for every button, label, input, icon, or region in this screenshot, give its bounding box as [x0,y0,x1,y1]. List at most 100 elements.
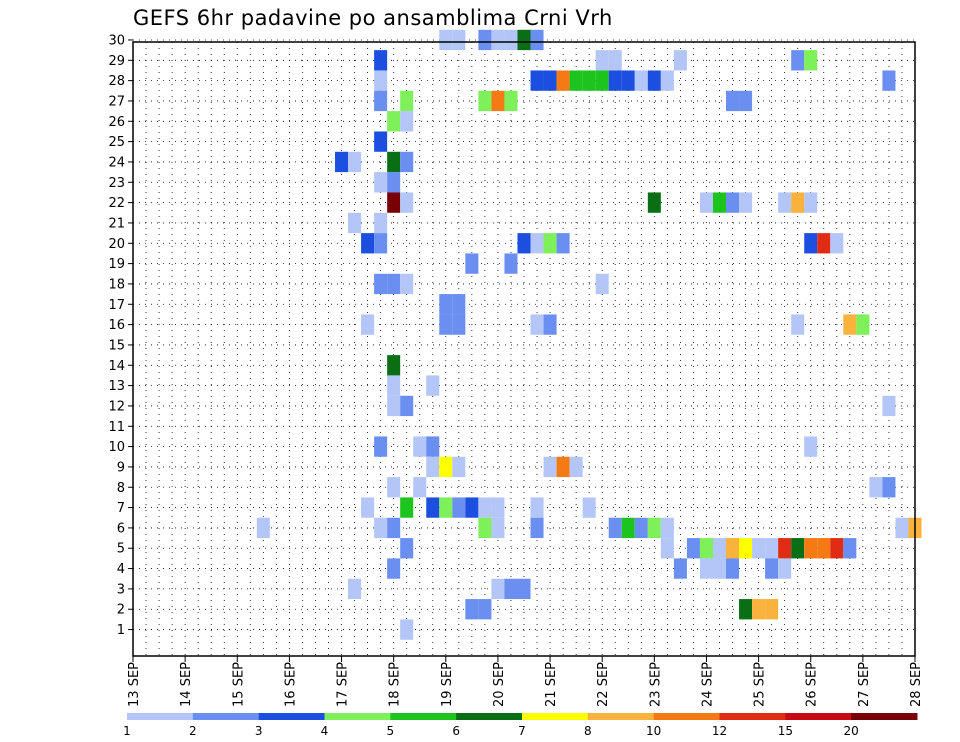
colorbar-label: 12 [712,724,727,738]
colorbar-swatch [785,713,852,720]
heatmap-cell [400,538,414,559]
heatmap-cell [699,538,713,559]
heatmap-cell [699,558,713,579]
heatmap-cell [739,599,753,620]
heatmap-cell [478,599,492,620]
y-tick-label: 14 [108,359,125,374]
heatmap-cell [543,456,557,478]
heatmap-cell [608,517,622,539]
y-tick-label: 18 [108,277,125,292]
heatmap-cell [387,111,401,132]
heatmap-cell [400,395,414,417]
heatmap-cell [726,90,740,112]
heatmap-cell [374,70,388,91]
heatmap-cell [426,456,440,478]
colorbar-label: 20 [844,724,859,738]
heatmap-cell [752,538,766,559]
heatmap-cell [699,192,713,213]
heatmap-cell [465,253,479,274]
heatmap-cell [830,233,844,254]
heatmap-cell [752,599,766,620]
x-tick-label: 16 SEP [283,662,298,707]
y-tick-label: 21 [108,216,125,231]
y-tick-label: 16 [108,318,125,333]
heatmap-cell [647,517,661,539]
heatmap-cell [465,599,479,620]
chart-title: GEFS 6hr padavine po ansamblima Crni Vrh [133,6,613,30]
heatmap-cell [504,578,518,600]
x-tick-label: 20 SEP [492,662,507,707]
heatmap-cell [439,294,453,315]
heatmap-cell [569,70,583,91]
y-tick-label: 8 [117,481,125,496]
colorbar-label: 4 [321,724,329,738]
heatmap-cell [491,497,505,518]
heatmap-cell [517,29,531,51]
x-tick-label: 24 SEP [700,662,715,707]
heatmap-cell [621,517,635,539]
colorbar-label: 5 [387,724,395,738]
heatmap-cell [439,314,453,335]
heatmap-cell [582,497,596,518]
heatmap-cell [348,578,362,600]
y-tick-label: 13 [108,379,125,394]
y-tick-label: 23 [108,176,125,191]
heatmap-cell [660,70,674,91]
colorbar-label: 7 [518,724,526,738]
heatmap-cell [712,538,727,559]
heatmap-cell [530,517,544,539]
colorbar-swatch [390,713,457,720]
heatmap-cell [452,456,466,478]
heatmap-cell [530,29,544,51]
heatmap-cell [374,131,388,152]
heatmap-cell [374,50,388,71]
heatmap-cell [400,151,414,173]
colorbar-swatch [324,713,391,720]
colorbar-label: 6 [452,724,460,738]
y-tick-label: 12 [108,399,125,414]
heatmap-cell [504,90,518,112]
heatmap-cell [882,70,896,91]
heatmap-cell [452,29,466,51]
heatmap-cell [608,70,622,91]
heatmap-cell [765,599,779,620]
heatmap-cell [608,50,622,71]
heatmap-cell [660,517,674,539]
x-tick-label: 14 SEP [179,662,194,707]
heatmap-cell [491,578,505,600]
heatmap-cell [817,538,831,559]
heatmap-cell [804,50,818,71]
heatmap-cell [400,497,414,518]
heatmap-cell [361,314,375,335]
heatmap-cell [817,233,831,254]
y-tick-label: 30 [108,33,125,48]
heatmap-cell [543,314,557,335]
heatmap-cell [843,314,857,335]
heatmap-cell [400,273,414,295]
heatmap-cell [374,233,388,254]
heatmap-cell [517,233,531,254]
heatmap-cell [256,517,270,539]
y-tick-label: 2 [117,603,125,618]
heatmap-cell [387,395,401,417]
heatmap-cell [452,294,466,315]
heatmap-cell [843,538,857,559]
heatmap-cell [478,497,492,518]
heatmap-cell [686,538,700,559]
heatmap-cell [413,436,427,457]
heatmap-cell [439,456,453,478]
heatmap-cell [556,70,570,91]
colorbar-swatch [522,713,589,720]
colorbar-label: 2 [189,724,197,738]
heatmap-cell [439,29,453,51]
y-tick-label: 24 [108,155,125,170]
y-tick-label: 11 [108,420,125,435]
colorbar: 1 2 3 4 5 6 7 8 10 12 15 20 [123,713,918,738]
heatmap-cell [374,172,388,193]
heatmap-cell [439,497,453,518]
heatmap-cell [634,70,648,91]
y-tick-label: 9 [117,460,125,475]
heatmap-cell [348,212,362,234]
colorbar-swatch [719,713,786,720]
heatmap-cell [791,192,805,213]
